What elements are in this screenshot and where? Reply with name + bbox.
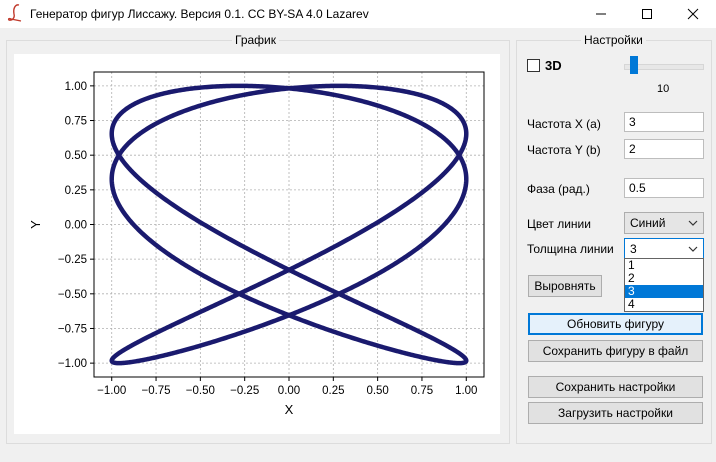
line-width-select[interactable]: 3 [624,238,704,260]
dropdown-option[interactable]: 1 [628,258,635,272]
dropdown-option[interactable]: 4 [628,297,635,311]
y-tick-label: 0.50 [65,150,87,162]
x-tick-label: 0.25 [322,385,344,397]
x-axis-label: X [285,402,294,417]
dropdown-option[interactable]: 2 [628,271,635,285]
maximize-button[interactable] [624,0,670,28]
lissajous-curve [109,83,469,366]
freq-y-label: Частота Y (b) [527,143,601,157]
save-settings-button[interactable]: Сохранить настройки [528,376,703,398]
align-button[interactable]: Выровнять [528,275,602,297]
3d-label: 3D [545,58,562,73]
dropdown-option-selected[interactable]: 3 [625,285,703,298]
x-tick-label: 1.00 [455,385,477,397]
x-tick-label: 0.00 [278,385,300,397]
y-tick-label: 1.00 [65,81,87,93]
y-tick-label: −1.00 [58,358,87,370]
save-figure-button[interactable]: Сохранить фигуру в файл [528,340,703,362]
slider-value: 10 [657,83,670,95]
chevron-down-icon [688,246,698,252]
x-tick-label: −0.25 [230,385,259,397]
x-tick-label: 0.50 [366,385,388,397]
y-tick-label: −0.50 [58,289,87,301]
y-axis-label: Y [28,220,43,229]
y-tick-label: −0.75 [58,323,87,335]
minimize-button[interactable] [578,0,624,28]
script-l-icon [7,4,22,22]
slider-thumb[interactable] [630,56,638,74]
close-button[interactable] [670,0,716,28]
phase-input[interactable]: 0.5 [624,178,704,198]
settings-group-title: Настройки [581,33,646,47]
close-icon [687,8,699,20]
maximize-icon [642,9,652,19]
window-title: Генератор фигур Лиссажу. Версия 0.1. CC … [30,7,369,21]
plot-area: −1.00 −1.00 −0.75 −0.75 −0.50 −0.50 −0.25 −0.25… [14,54,500,434]
freq-y-input[interactable]: 2 [624,139,704,159]
graph-group-title: График [232,33,279,47]
title-bar: Генератор фигур Лиссажу. Версия 0.1. CC … [0,0,716,28]
freq-x-input[interactable]: 3 [624,112,704,132]
x-tick-label: −0.75 [141,385,170,397]
line-color-value: Синий [630,216,666,230]
load-settings-button[interactable]: Загрузить настройки [528,402,703,424]
x-tick-label: −0.50 [186,385,215,397]
phase-label: Фаза (рад.) [527,182,590,196]
line-color-label: Цвет линии [527,217,591,231]
slider-track[interactable] [624,64,704,70]
line-color-select[interactable]: Синий [624,212,704,234]
update-figure-button[interactable]: Обновить фигуру [528,313,703,335]
x-tick-label: 0.75 [411,385,433,397]
freq-x-label: Частота X (a) [527,117,601,131]
line-width-value: 3 [630,242,637,256]
3d-checkbox[interactable] [527,59,540,72]
y-tick-label: −0.25 [58,254,87,266]
y-tick-label: 0.25 [65,185,87,197]
chevron-down-icon [688,220,698,226]
y-tick-label: 0.00 [65,220,87,232]
y-tick-label: 0.75 [65,116,87,128]
lissajous-chart: −1.00 −1.00 −0.75 −0.75 −0.50 −0.50 −0.25 −0.25… [28,71,485,417]
line-width-label: Толщина линии [527,242,614,256]
minimize-icon [596,13,606,15]
line-width-dropdown: 1 2 3 4 [624,258,704,312]
x-tick-label: −1.00 [97,385,126,397]
